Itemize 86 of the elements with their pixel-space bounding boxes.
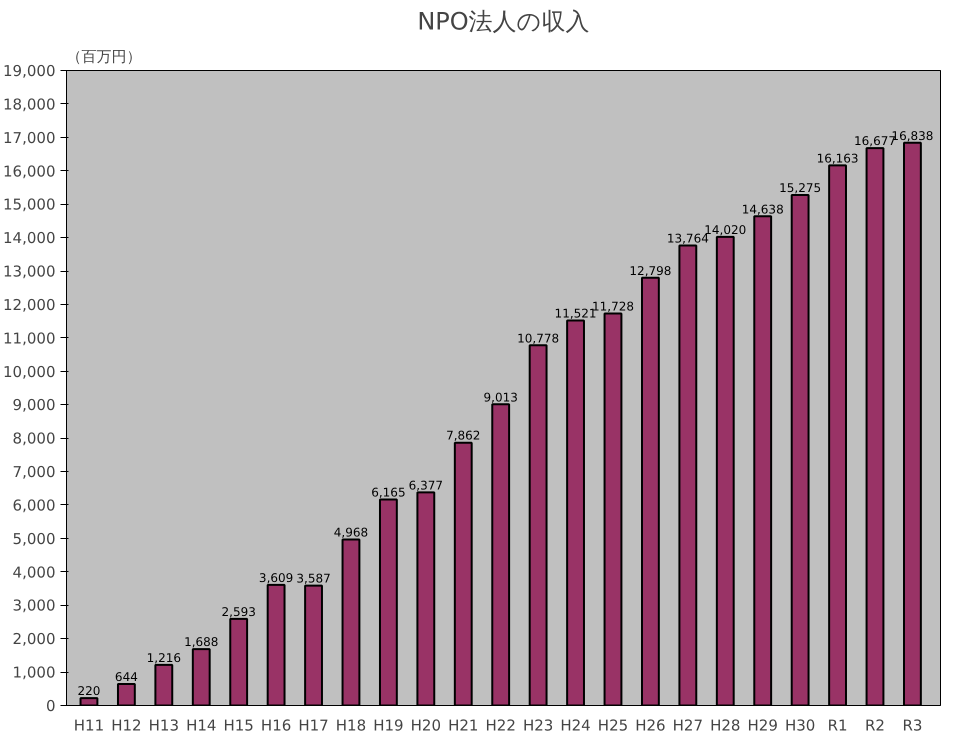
y-tick-label: 17,000 [3, 128, 56, 147]
y-tick-label: 12,000 [3, 296, 56, 314]
y-tick-label: 15,000 [3, 196, 56, 214]
y-tick-label: 14,000 [3, 229, 56, 248]
bar [528, 344, 548, 706]
data-label: 15,275 [779, 180, 822, 195]
x-tick-label: H20 [410, 716, 442, 734]
x-tick-label: R2 [865, 716, 885, 734]
bar [304, 584, 323, 706]
data-label: 11,521 [554, 306, 597, 320]
bar [604, 312, 622, 706]
bar [116, 682, 136, 706]
data-label: 1,216 [146, 650, 181, 665]
y-tick-label: 11,000 [3, 329, 56, 348]
y-tick-label: 1,000 [12, 664, 56, 682]
x-tick-label: H22 [486, 716, 516, 734]
y-tick-label: 7,000 [12, 463, 56, 482]
data-label: 3,609 [258, 570, 294, 585]
bar [491, 403, 510, 706]
bar [229, 618, 248, 706]
bar [192, 648, 211, 706]
bar [342, 538, 360, 706]
x-tick-label: H16 [260, 716, 292, 734]
x-tick-label: R3 [902, 716, 922, 734]
x-tick-label: H17 [298, 716, 329, 734]
data-label: 12,798 [629, 264, 672, 278]
data-label: 14,638 [742, 202, 784, 216]
y-tick-label: 0 [46, 697, 56, 715]
chart-title: NPO法人の収入 [417, 8, 590, 36]
bar [903, 142, 922, 706]
bar [640, 276, 660, 706]
y-tick-label: 5,000 [12, 530, 56, 548]
x-tick-label: H11 [74, 716, 104, 734]
y-tick-label: 10,000 [3, 362, 56, 381]
y-axis-title: （百万円） [66, 48, 142, 66]
y-tick-label: 9,000 [12, 396, 56, 414]
bar [828, 164, 847, 706]
y-tick-label: 8,000 [12, 430, 56, 448]
y-tick-label: 18,000 [3, 95, 56, 114]
y-tick-label: 2,000 [12, 630, 56, 648]
x-tick-label: R1 [828, 716, 848, 734]
y-tick-label: 13,000 [3, 262, 56, 281]
x-tick-label: H29 [748, 716, 778, 734]
y-tick-label: 4,000 [12, 563, 56, 582]
x-tick-label: H12 [111, 716, 142, 734]
x-tick-label: H23 [522, 716, 554, 734]
x-tick-label: H14 [186, 716, 216, 734]
bar [80, 697, 98, 706]
data-label: 6,377 [408, 478, 444, 492]
x-tick-label: H18 [336, 716, 366, 734]
bar [566, 319, 585, 706]
bar [416, 491, 436, 706]
data-label: 6,165 [371, 485, 406, 500]
bar [154, 664, 174, 706]
x-tick-label: H13 [148, 716, 180, 734]
x-tick-label: H27 [672, 716, 704, 734]
bar [266, 584, 286, 706]
data-label: 9,013 [484, 390, 518, 404]
x-tick-label: H15 [223, 716, 254, 734]
bar [378, 498, 398, 706]
data-label: 3,587 [296, 572, 331, 586]
data-label: 16,163 [816, 151, 859, 166]
bar [678, 244, 698, 706]
y-tick-label: 16,000 [3, 162, 56, 180]
y-tick-label: 6,000 [12, 496, 56, 514]
x-tick-label: H24 [560, 716, 591, 734]
data-label: 2,593 [222, 604, 256, 619]
bar [716, 236, 735, 706]
data-label: 7,862 [446, 428, 480, 443]
data-label: 4,968 [334, 525, 368, 540]
data-label: 10,778 [517, 331, 560, 346]
data-label: 1,688 [184, 635, 218, 650]
x-tick-label: H25 [598, 716, 628, 734]
data-label: 220 [78, 684, 100, 698]
bar [454, 442, 473, 706]
y-tick-label: 3,000 [12, 596, 56, 615]
x-tick-label: H26 [635, 716, 666, 734]
x-tick-label: H19 [373, 716, 404, 734]
x-tick-label: H28 [710, 716, 740, 734]
x-tick-label: H21 [448, 716, 478, 734]
x-tick-label: H30 [784, 716, 816, 734]
bar [790, 194, 810, 706]
bar [753, 215, 772, 706]
bar [866, 147, 884, 706]
data-label: 644 [114, 670, 138, 684]
y-tick-label: 19,000 [3, 62, 56, 80]
